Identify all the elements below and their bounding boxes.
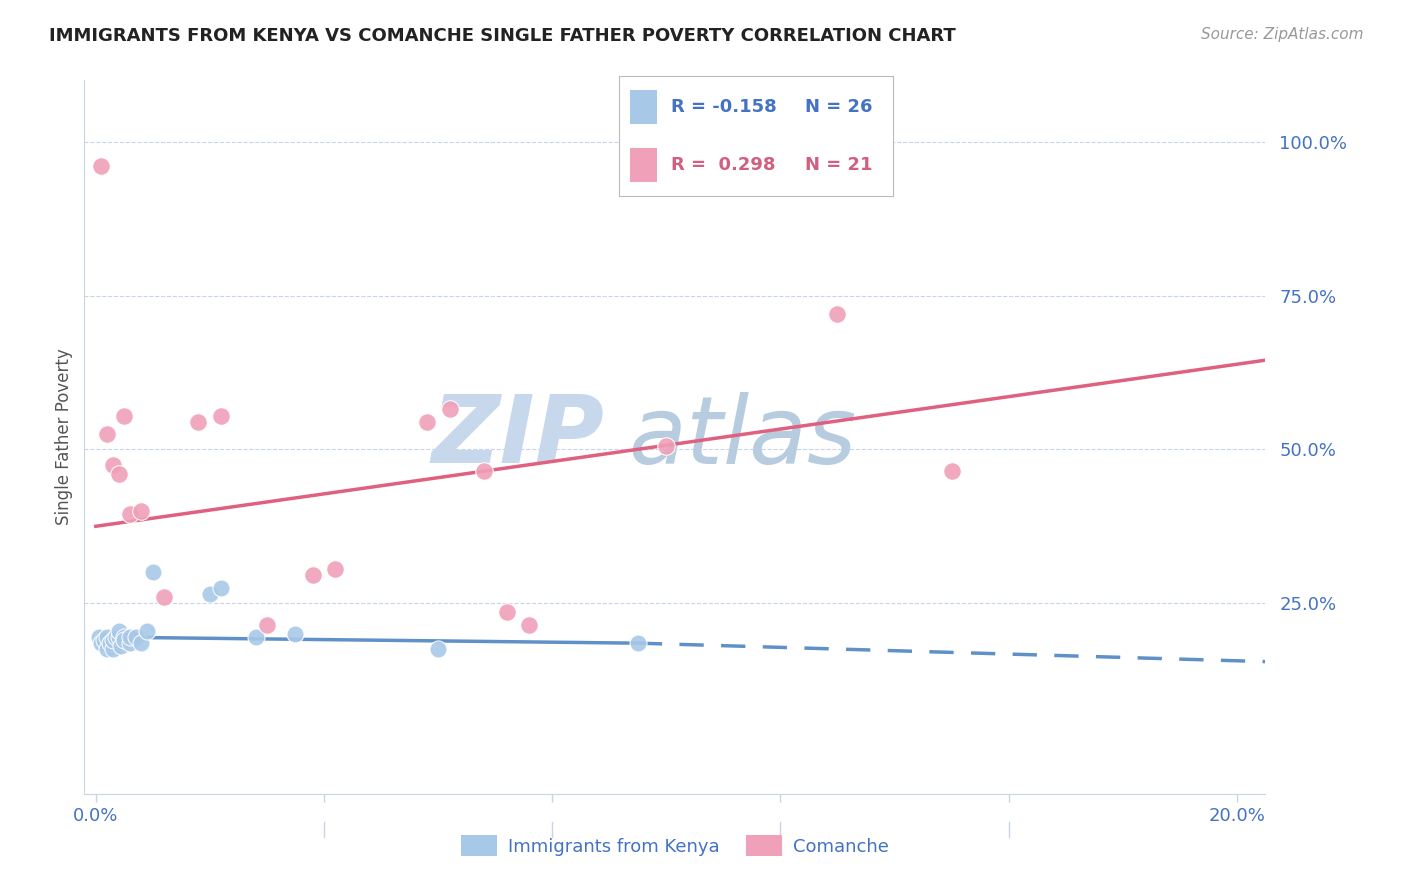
Text: Source: ZipAtlas.com: Source: ZipAtlas.com	[1201, 27, 1364, 42]
Point	[112, 409, 135, 423]
Point	[118, 636, 141, 650]
Point	[104, 630, 127, 644]
Point	[98, 636, 121, 650]
Text: R =  0.298: R = 0.298	[671, 156, 775, 174]
Point	[655, 439, 678, 453]
Point	[107, 467, 129, 481]
Point	[118, 630, 141, 644]
Point	[209, 409, 232, 423]
Point	[107, 624, 129, 638]
Point	[93, 633, 115, 648]
Point	[87, 630, 110, 644]
Point	[495, 606, 517, 620]
Point	[941, 464, 963, 478]
Point	[96, 630, 118, 644]
Legend: Immigrants from Kenya, Comanche: Immigrants from Kenya, Comanche	[453, 828, 897, 863]
Point	[90, 160, 112, 174]
Point	[96, 642, 118, 657]
Point	[198, 587, 221, 601]
Point	[112, 633, 135, 648]
Point	[256, 617, 278, 632]
Text: IMMIGRANTS FROM KENYA VS COMANCHE SINGLE FATHER POVERTY CORRELATION CHART: IMMIGRANTS FROM KENYA VS COMANCHE SINGLE…	[49, 27, 956, 45]
Point	[153, 590, 176, 604]
Bar	[630, 148, 657, 182]
Text: N = 21: N = 21	[806, 156, 873, 174]
Text: R = -0.158: R = -0.158	[671, 97, 776, 116]
Point	[96, 427, 118, 442]
Point	[118, 507, 141, 521]
Point	[439, 402, 461, 417]
Point	[472, 464, 495, 478]
Point	[142, 566, 165, 580]
Text: ZIP: ZIP	[432, 391, 605, 483]
Y-axis label: Single Father Poverty: Single Father Poverty	[55, 349, 73, 525]
Point	[187, 415, 209, 429]
Point	[284, 627, 307, 641]
Point	[325, 562, 347, 576]
Point	[90, 636, 112, 650]
Point	[519, 617, 541, 632]
Point	[627, 636, 650, 650]
Text: atlas: atlas	[627, 392, 856, 483]
Point	[112, 630, 135, 644]
Point	[136, 624, 159, 638]
Point	[415, 415, 437, 429]
Point	[101, 633, 124, 648]
Text: N = 26: N = 26	[806, 97, 873, 116]
Point	[245, 630, 267, 644]
Point	[131, 504, 153, 518]
Point	[125, 630, 148, 644]
Point	[131, 636, 153, 650]
Point	[209, 581, 232, 595]
Point	[101, 642, 124, 657]
Point	[101, 458, 124, 472]
Point	[107, 630, 129, 644]
Bar	[630, 90, 657, 124]
Point	[827, 307, 849, 321]
Point	[427, 642, 450, 657]
Point	[301, 568, 323, 582]
Point	[110, 639, 132, 653]
